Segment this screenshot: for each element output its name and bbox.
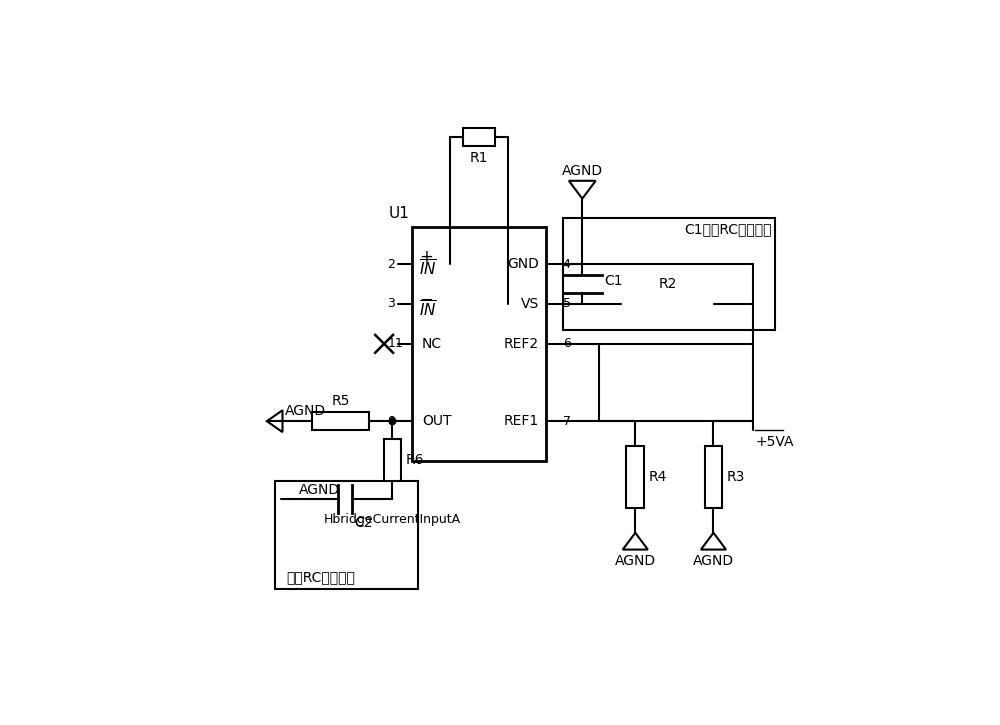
Bar <box>312 413 369 430</box>
Bar <box>705 447 722 507</box>
Text: R2: R2 <box>658 276 677 291</box>
Text: 4: 4 <box>563 257 571 270</box>
Text: C2: C2 <box>355 516 373 530</box>
Text: $\overline{IN}$: $\overline{IN}$ <box>419 259 437 278</box>
Text: $-$: $-$ <box>419 289 433 307</box>
Bar <box>563 218 775 330</box>
Circle shape <box>389 496 396 502</box>
Text: 3: 3 <box>387 297 395 310</box>
Text: AGND: AGND <box>615 554 656 568</box>
Text: 2: 2 <box>387 257 395 270</box>
Text: 1: 1 <box>395 337 403 350</box>
Text: R6: R6 <box>406 453 424 467</box>
Bar <box>384 439 401 481</box>
Text: AGND: AGND <box>299 483 340 497</box>
Text: 第二RC滤波电路: 第二RC滤波电路 <box>286 570 355 584</box>
Text: R5: R5 <box>332 394 350 407</box>
Text: REF2: REF2 <box>504 337 539 351</box>
Text: C1: C1 <box>605 274 623 289</box>
Text: +5VA: +5VA <box>755 435 794 449</box>
Bar <box>463 128 495 146</box>
Text: R4: R4 <box>649 470 667 484</box>
Circle shape <box>389 418 396 425</box>
Text: R3: R3 <box>727 470 745 484</box>
Text: AGND: AGND <box>285 405 326 418</box>
Bar <box>621 295 714 313</box>
Circle shape <box>579 261 586 268</box>
Text: 7: 7 <box>563 415 571 428</box>
Text: AGND: AGND <box>562 164 603 178</box>
Text: $\overline{IN}$: $\overline{IN}$ <box>419 299 437 320</box>
Text: REF1: REF1 <box>503 414 539 428</box>
Bar <box>412 226 546 461</box>
Text: 5: 5 <box>563 297 571 310</box>
Text: HbridgeCurrentInputA: HbridgeCurrentInputA <box>324 513 461 526</box>
Text: R1: R1 <box>470 151 488 165</box>
Text: +: + <box>419 249 433 266</box>
Circle shape <box>579 301 586 307</box>
Text: 1: 1 <box>387 337 395 350</box>
Bar <box>626 447 644 507</box>
Text: OUT: OUT <box>422 414 452 428</box>
Text: U1: U1 <box>388 206 409 221</box>
Text: VS: VS <box>520 297 539 311</box>
Bar <box>275 481 418 589</box>
Text: 8: 8 <box>387 415 395 428</box>
Text: C1第一RC滤波电路: C1第一RC滤波电路 <box>685 223 772 236</box>
Text: GND: GND <box>507 257 539 271</box>
Text: NC: NC <box>422 337 442 351</box>
Text: 6: 6 <box>563 337 571 350</box>
Text: AGND: AGND <box>693 554 734 568</box>
